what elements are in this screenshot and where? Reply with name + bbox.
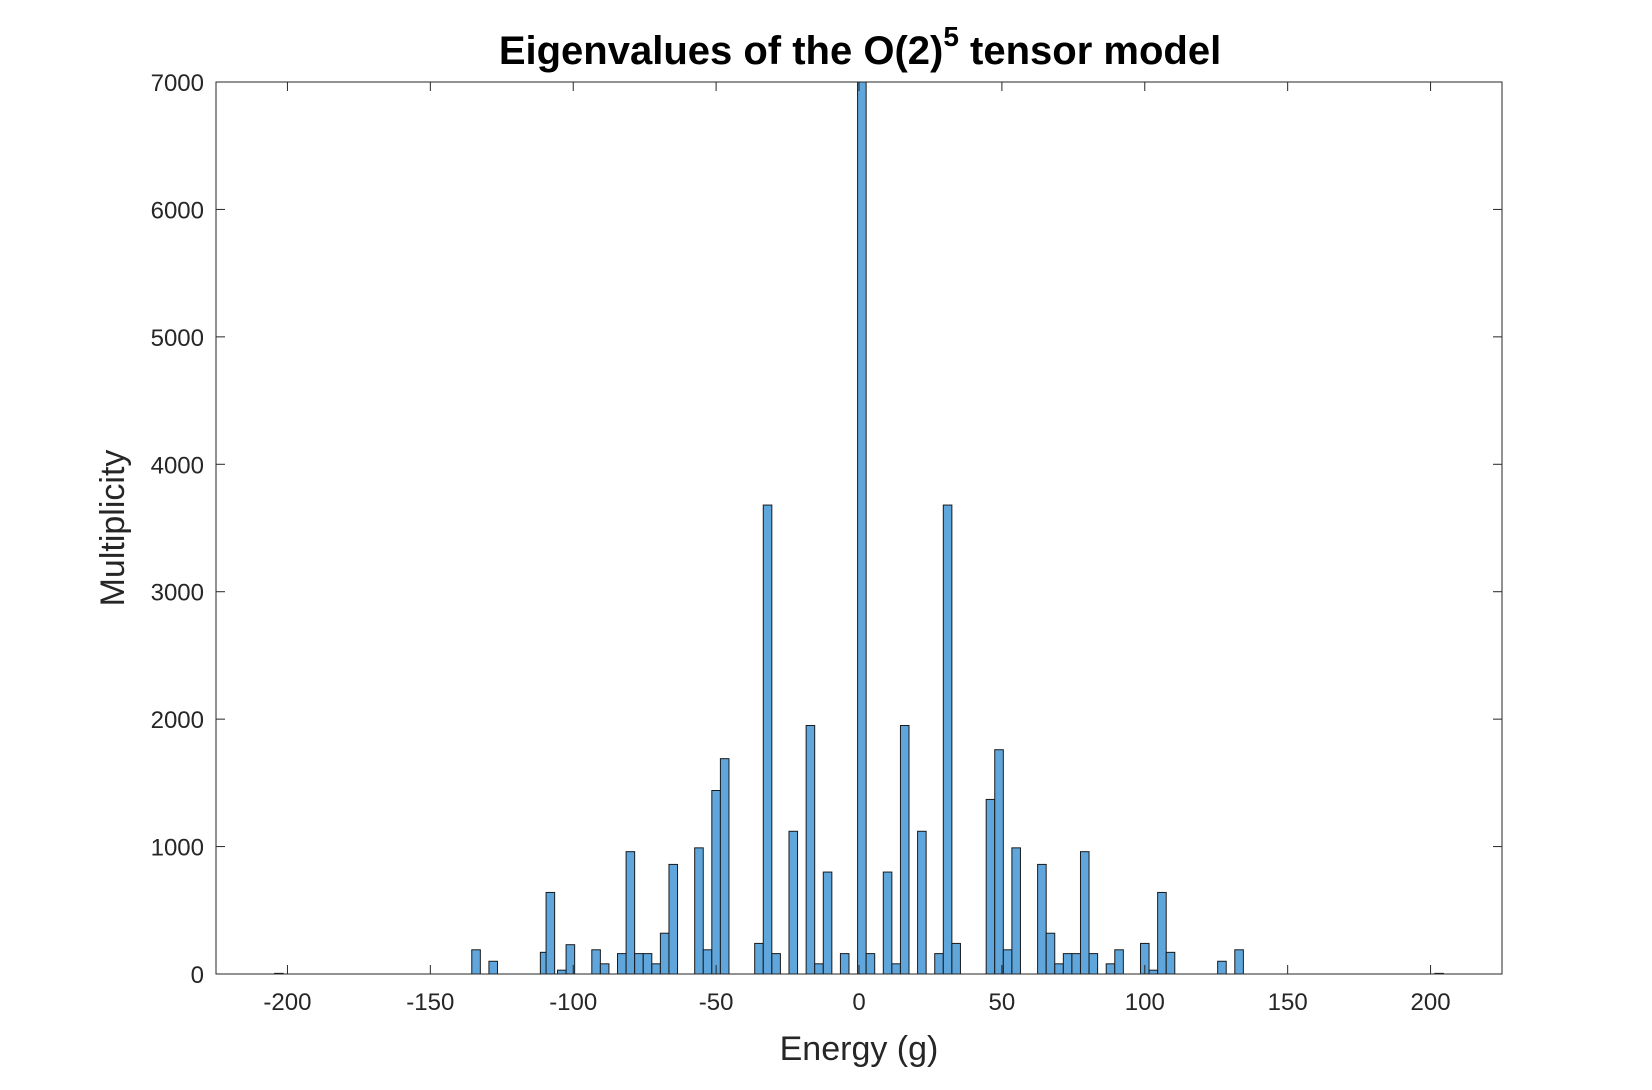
- chart-title-main: Eigenvalues of the O(2): [499, 29, 944, 73]
- histogram-bar: [942, 504, 953, 975]
- chart-title-superscript: 5: [943, 21, 959, 52]
- histogram-bar: [694, 847, 704, 975]
- histogram-bar: [839, 953, 850, 975]
- x-tick-label: 200: [1411, 989, 1451, 1016]
- histogram-bar: [625, 851, 636, 975]
- chart-title: Eigenvalues of the O(2)5 tensor model: [499, 21, 1221, 73]
- x-tick-label: -150: [406, 989, 454, 1016]
- histogram-bar: [1054, 963, 1064, 975]
- histogram-bar: [994, 749, 1004, 975]
- histogram-bar: [471, 949, 481, 975]
- histogram-bar: [899, 725, 910, 975]
- bar-series: [274, 81, 1444, 975]
- x-tick-label: -50: [699, 989, 734, 1016]
- histogram-bar: [822, 871, 833, 975]
- histogram-bar: [719, 758, 730, 975]
- histogram-bar: [702, 949, 713, 975]
- histogram-bar: [617, 953, 627, 975]
- x-tick-label: -200: [263, 989, 311, 1016]
- histogram-bar: [1011, 847, 1021, 975]
- histogram-bar: [1071, 953, 1081, 975]
- histogram-bar: [488, 960, 498, 975]
- plot-area-frame: [215, 81, 1503, 975]
- histogram-bar: [865, 953, 876, 975]
- histogram-bar: [651, 963, 661, 975]
- histogram-bar: [599, 963, 610, 975]
- x-axis-ticks: -200 -150 -100 -50 0 50 100 150 200: [263, 82, 1451, 1016]
- histogram-bar: [754, 942, 764, 975]
- x-tick-label: 50: [989, 989, 1016, 1016]
- histogram-bar: [545, 891, 556, 975]
- histogram-bar: [934, 953, 944, 975]
- histogram-bar: [1157, 891, 1167, 975]
- y-tick-label: 0: [191, 962, 204, 989]
- histogram-bar: [557, 969, 567, 975]
- y-tick-label: 2000: [151, 707, 204, 734]
- histogram-bar: [1002, 949, 1013, 975]
- y-tick-label: 4000: [151, 452, 204, 479]
- histogram-bar: [985, 798, 996, 975]
- histogram-bar: [1217, 960, 1227, 975]
- histogram-bar: [891, 963, 901, 975]
- y-axis-label: Multiplicity: [94, 450, 132, 607]
- histogram-bar: [788, 830, 799, 975]
- y-tick-label: 5000: [151, 325, 204, 352]
- histogram-bar: [642, 953, 653, 975]
- histogram-bar: [762, 504, 773, 975]
- histogram-bar: [668, 863, 679, 975]
- histogram-bar: [814, 963, 824, 975]
- histogram-bar: [1114, 949, 1124, 975]
- histogram-bar: [1234, 949, 1244, 975]
- histogram-bar: [1088, 953, 1099, 975]
- histogram-bar: [917, 830, 927, 975]
- histogram-bar: [1165, 951, 1176, 975]
- histogram-bar: [634, 953, 644, 975]
- histogram-bar: [1148, 969, 1159, 975]
- histogram-bar: [659, 932, 670, 975]
- x-tick-label: 150: [1268, 989, 1308, 1016]
- histogram-bar: [882, 871, 893, 975]
- histogram-bar: [1045, 932, 1056, 975]
- histogram-bar: [591, 949, 601, 975]
- histogram-bar: [951, 942, 961, 975]
- y-tick-label: 3000: [151, 580, 204, 607]
- y-tick-label: 1000: [151, 835, 204, 862]
- histogram-bar: [1062, 953, 1073, 975]
- x-tick-label: 100: [1125, 989, 1165, 1016]
- histogram-bar: [857, 81, 867, 975]
- x-axis-label: Energy (g): [780, 1030, 939, 1068]
- x-tick-label: 0: [852, 989, 865, 1016]
- histogram-bar: [711, 790, 721, 975]
- histogram-bar: [805, 725, 816, 975]
- histogram-bar: [771, 953, 781, 975]
- chart-title-suffix: tensor model: [959, 29, 1221, 73]
- histogram-bar: [1079, 851, 1090, 975]
- y-tick-label: 6000: [151, 197, 204, 224]
- x-tick-label: -100: [549, 989, 597, 1016]
- histogram-bar: [1105, 963, 1116, 975]
- y-axis-ticks: 0 1000 2000 3000 4000 5000 6000 7000: [151, 70, 1502, 989]
- y-tick-label: 7000: [151, 70, 204, 97]
- histogram-bar: [1037, 863, 1047, 975]
